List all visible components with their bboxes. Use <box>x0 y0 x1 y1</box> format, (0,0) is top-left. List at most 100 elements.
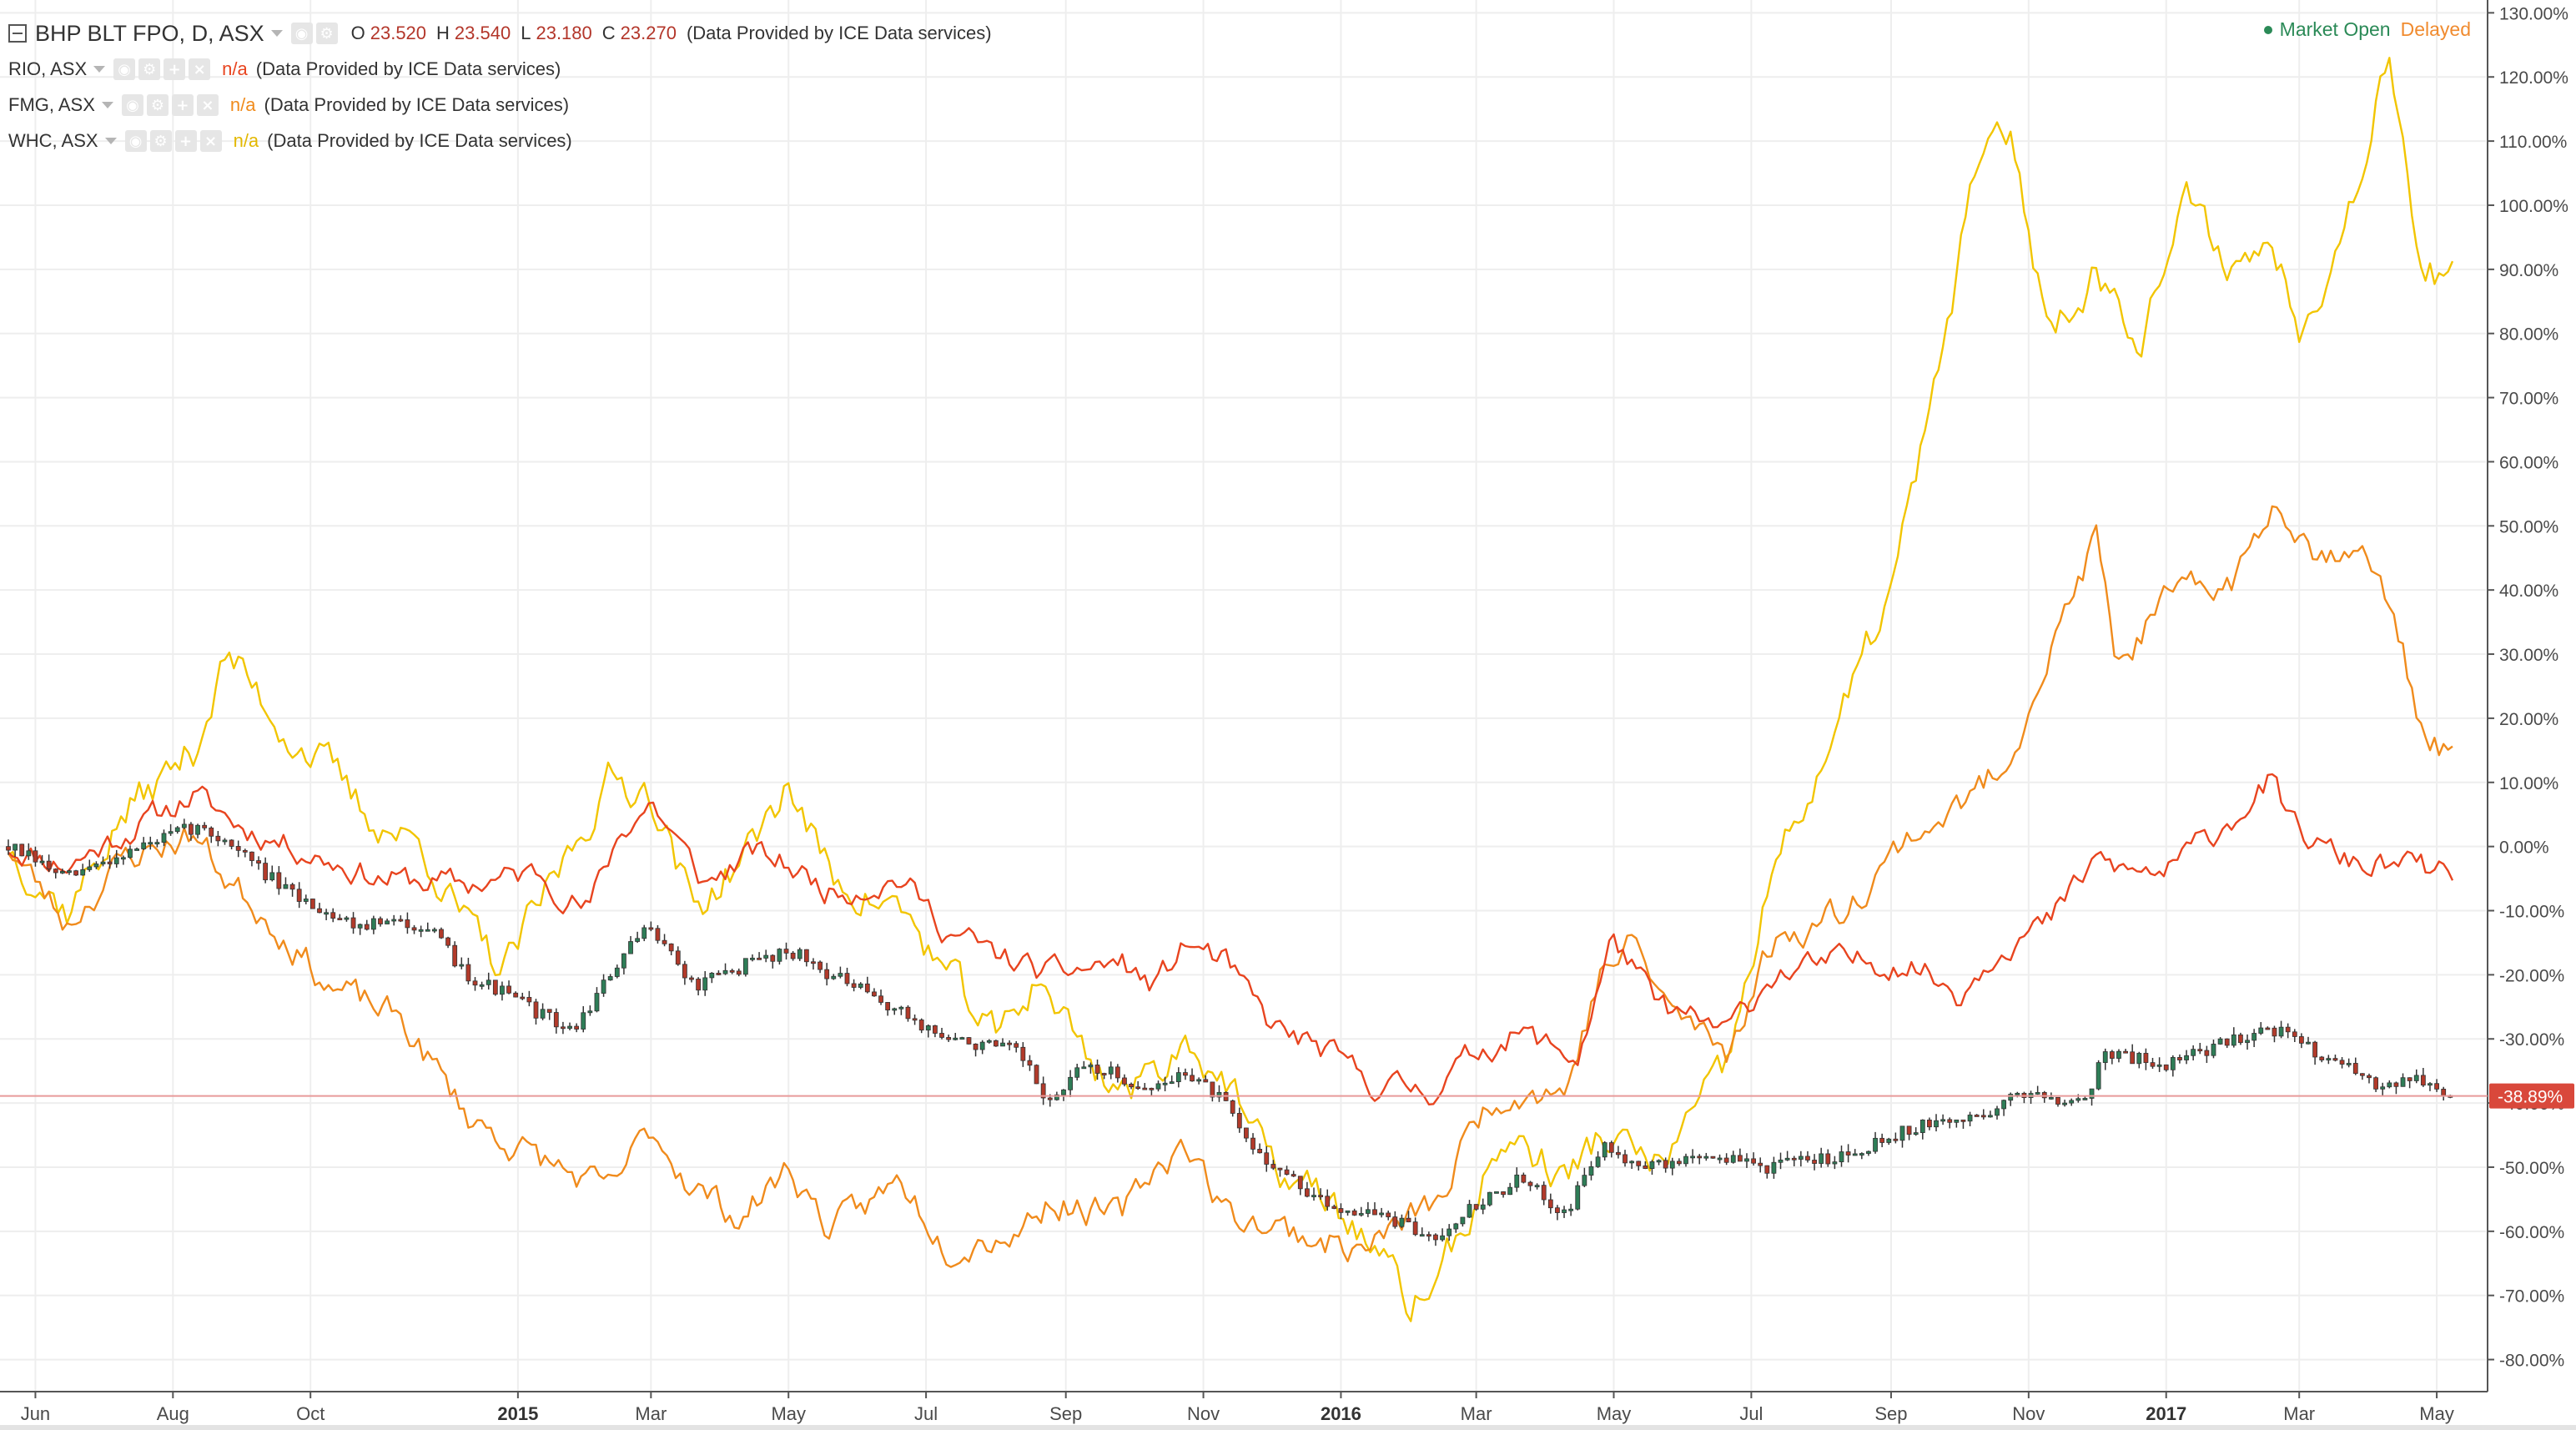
candle-body <box>398 919 404 922</box>
x-tick-label: 2017 <box>2146 1403 2186 1424</box>
candle-body <box>1893 1138 1899 1141</box>
gear-icon[interactable]: ⚙ <box>146 94 169 116</box>
candle-body <box>1358 1213 1364 1216</box>
candle-body <box>1122 1077 1127 1085</box>
eye-icon[interactable]: ◉ <box>124 130 147 152</box>
x-tick-label: May <box>2419 1403 2454 1424</box>
candle-body <box>2312 1041 2318 1058</box>
main-symbol-label[interactable]: BHP BLT FPO, D, ASX <box>35 20 264 46</box>
candle-body <box>824 969 830 979</box>
candle-body <box>1068 1076 1073 1090</box>
chevron-down-icon[interactable] <box>101 102 113 108</box>
candle-body <box>2359 1073 2365 1076</box>
candle-body <box>1412 1221 1418 1236</box>
candle-body <box>2373 1077 2378 1090</box>
candle-body <box>249 851 254 861</box>
candle-body <box>283 884 289 889</box>
candle-body <box>2428 1083 2433 1086</box>
candle-body <box>2156 1064 2162 1067</box>
close-icon[interactable]: × <box>196 94 219 116</box>
candle-body <box>1392 1216 1398 1227</box>
candle-body <box>1710 1156 1716 1159</box>
candle-body <box>1623 1154 1628 1164</box>
candle-body <box>2170 1057 2176 1070</box>
collapse-icon[interactable] <box>8 24 27 43</box>
candle-body <box>1379 1212 1384 1216</box>
candle-body <box>2116 1050 2121 1059</box>
x-tick-label: Mar <box>1461 1403 1492 1424</box>
candle-body <box>1913 1132 1919 1135</box>
rio-symbol-label[interactable]: RIO, ASX <box>8 58 88 79</box>
plus-icon[interactable]: + <box>174 130 197 152</box>
close-icon[interactable]: × <box>189 58 211 80</box>
candle-body <box>1886 1138 1892 1143</box>
y-tick-label: 50.00% <box>2499 517 2558 536</box>
y-tick-label: 40.00% <box>2499 582 2558 601</box>
plus-icon[interactable]: + <box>171 94 194 116</box>
chevron-down-icon[interactable] <box>104 138 117 144</box>
candle-body <box>729 969 735 973</box>
eye-icon[interactable]: ◉ <box>290 23 313 44</box>
candle-body <box>189 823 194 835</box>
candle-body <box>1616 1151 1621 1156</box>
candle-body <box>1778 1159 1784 1163</box>
candle-body <box>1995 1108 2000 1116</box>
candle-body <box>134 848 139 851</box>
fmg-symbol-label[interactable]: FMG, ASX <box>8 94 95 115</box>
candle-body <box>689 977 694 980</box>
x-tick-label: Nov <box>2012 1403 2045 1424</box>
candle-body <box>19 843 25 857</box>
candle-body <box>2278 1026 2284 1037</box>
candle-body <box>235 846 241 851</box>
plus-icon[interactable]: + <box>164 58 186 80</box>
candle-body <box>1101 1073 1107 1075</box>
candle-body <box>2143 1053 2149 1064</box>
candle-body <box>2352 1063 2358 1075</box>
candle-body <box>1906 1125 1912 1135</box>
candle-body <box>2272 1027 2277 1037</box>
candle-body <box>465 964 471 982</box>
whc-symbol-label[interactable]: WHC, ASX <box>8 130 98 151</box>
candle-body <box>1114 1066 1120 1079</box>
candle-body <box>567 1025 572 1029</box>
candle-body <box>797 949 802 959</box>
gear-icon[interactable]: ⚙ <box>138 58 161 80</box>
eye-icon[interactable]: ◉ <box>121 94 143 116</box>
candle-body <box>2197 1049 2203 1052</box>
candle-body <box>431 929 437 932</box>
high-label: H <box>436 23 450 43</box>
candle-body <box>128 848 133 859</box>
chevron-down-icon[interactable] <box>270 30 283 37</box>
candle-body <box>1190 1075 1195 1082</box>
chevron-down-icon[interactable] <box>93 66 106 73</box>
candle-body <box>2177 1057 2182 1060</box>
candle-body <box>1575 1185 1581 1210</box>
close-icon[interactable]: × <box>199 130 222 152</box>
candle-body <box>229 839 234 847</box>
close-value: 23.270 <box>620 23 677 43</box>
candle-body <box>1284 1169 1290 1175</box>
candle-body <box>2163 1064 2169 1070</box>
candle-body <box>1690 1156 1696 1159</box>
candle-body <box>1297 1176 1303 1190</box>
candle-body <box>682 964 687 979</box>
candle-body <box>1839 1151 1844 1163</box>
candle-body <box>33 850 38 863</box>
candle-body <box>1873 1137 1878 1152</box>
gear-icon[interactable]: ⚙ <box>315 23 338 44</box>
candle-body <box>818 961 823 970</box>
gear-icon[interactable]: ⚙ <box>149 130 172 152</box>
close-label: C <box>601 23 616 43</box>
candle-body <box>2136 1053 2142 1065</box>
candle-body <box>513 992 519 998</box>
candle-body <box>2184 1055 2189 1060</box>
candle-body <box>350 917 356 929</box>
x-tick-label: Nov <box>1187 1403 1220 1424</box>
y-tick-label: -50.00% <box>2499 1159 2564 1178</box>
delayed-label: Delayed <box>2400 18 2471 40</box>
candle-body <box>1338 1208 1344 1213</box>
eye-icon[interactable]: ◉ <box>113 58 136 80</box>
candle-body <box>1683 1156 1688 1165</box>
candle-body <box>1669 1161 1675 1169</box>
